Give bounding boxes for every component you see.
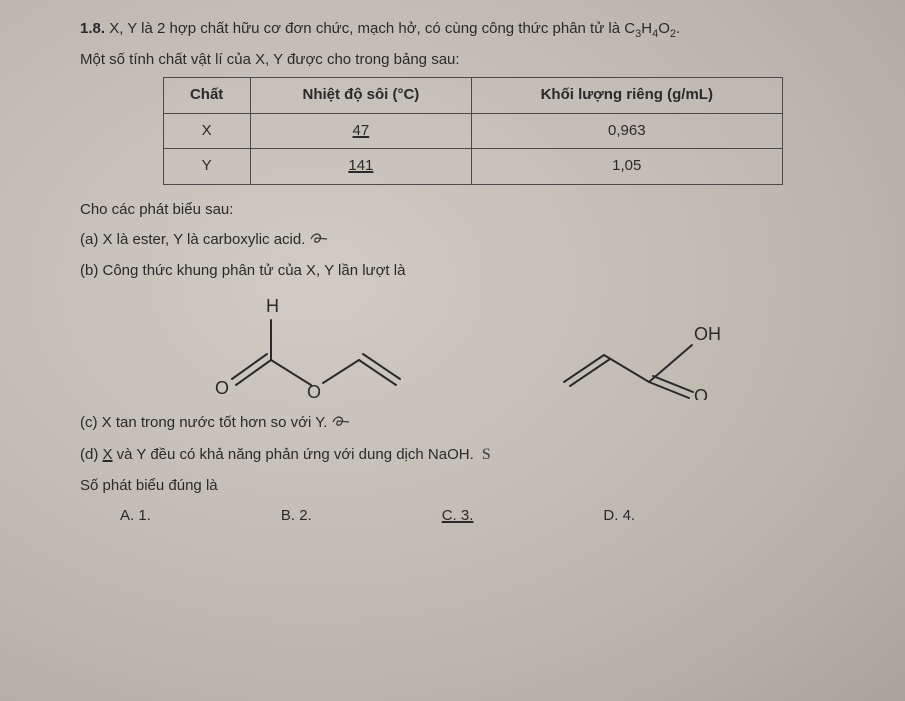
table-header-row: Chất Nhiệt độ sôi (°C) Khối lượng riêng … <box>163 78 782 114</box>
table-cell: Y <box>163 149 250 185</box>
svg-text:O: O <box>694 386 708 400</box>
table-header-chat: Chất <box>163 78 250 114</box>
question-line2: Một số tính chất vật lí của X, Y được ch… <box>80 49 865 72</box>
statement-a: (a) X là ester, Y là carboxylic acid. <box>80 229 865 252</box>
statement-d: (d) X và Y đều có khả năng phản ứng với … <box>80 443 865 467</box>
question-line1: X, Y là 2 hợp chất hữu cơ đơn chức, mạch… <box>105 20 635 37</box>
handwritten-annotation: S <box>482 443 491 467</box>
table-header-bp: Nhiệt độ sôi (°C) <box>250 78 471 114</box>
molecule-row: H O O <box>120 290 825 400</box>
option-b[interactable]: B. 2. <box>281 505 312 528</box>
handwritten-mark-icon <box>310 231 328 245</box>
formula-dot: . <box>676 20 680 37</box>
table-cell: 47 <box>250 113 471 149</box>
table-cell: 1,05 <box>472 149 782 185</box>
molecule-y: O OH <box>534 290 764 400</box>
question-heading: 1.8. X, Y là 2 hợp chất hữu cơ đơn chức,… <box>80 18 865 43</box>
table-cell: X <box>163 113 250 149</box>
table-cell: 141 <box>250 149 471 185</box>
statement-d-x: X <box>103 446 113 463</box>
statement-d-post: và Y đều có khả năng phản ứng với dung d… <box>113 446 474 463</box>
table-header-density: Khối lượng riêng (g/mL) <box>472 78 782 114</box>
molecule-x: H O O <box>181 290 411 400</box>
svg-text:H: H <box>266 296 279 316</box>
handwritten-mark-icon <box>332 414 350 428</box>
svg-text:O: O <box>215 378 229 398</box>
formula-O: O <box>658 20 670 37</box>
svg-text:OH: OH <box>694 324 721 344</box>
statement-c-text: (c) X tan trong nước tốt hơn so với Y. <box>80 414 327 431</box>
answer-options: A. 1. B. 2. C. 3. D. 4. <box>120 505 865 528</box>
statement-a-text: (a) X là ester, Y là carboxylic acid. <box>80 231 305 248</box>
table-cell: 0,963 <box>472 113 782 149</box>
option-a[interactable]: A. 1. <box>120 505 151 528</box>
option-d[interactable]: D. 4. <box>603 505 635 528</box>
table-row: X 47 0,963 <box>163 113 782 149</box>
statement-d-pre: (d) <box>80 446 103 463</box>
final-question: Số phát biểu đúng là <box>80 475 865 498</box>
option-c[interactable]: C. 3. <box>442 505 474 528</box>
statements-intro: Cho các phát biểu sau: <box>80 199 865 222</box>
statement-b: (b) Công thức khung phân tử của X, Y lần… <box>80 260 865 283</box>
formula-H: H <box>641 20 652 37</box>
table-row: Y 141 1,05 <box>163 149 782 185</box>
svg-text:O: O <box>307 382 321 400</box>
statement-c: (c) X tan trong nước tốt hơn so với Y. <box>80 412 865 435</box>
question-number: 1.8. <box>80 20 105 37</box>
properties-table: Chất Nhiệt độ sôi (°C) Khối lượng riêng … <box>163 77 783 185</box>
